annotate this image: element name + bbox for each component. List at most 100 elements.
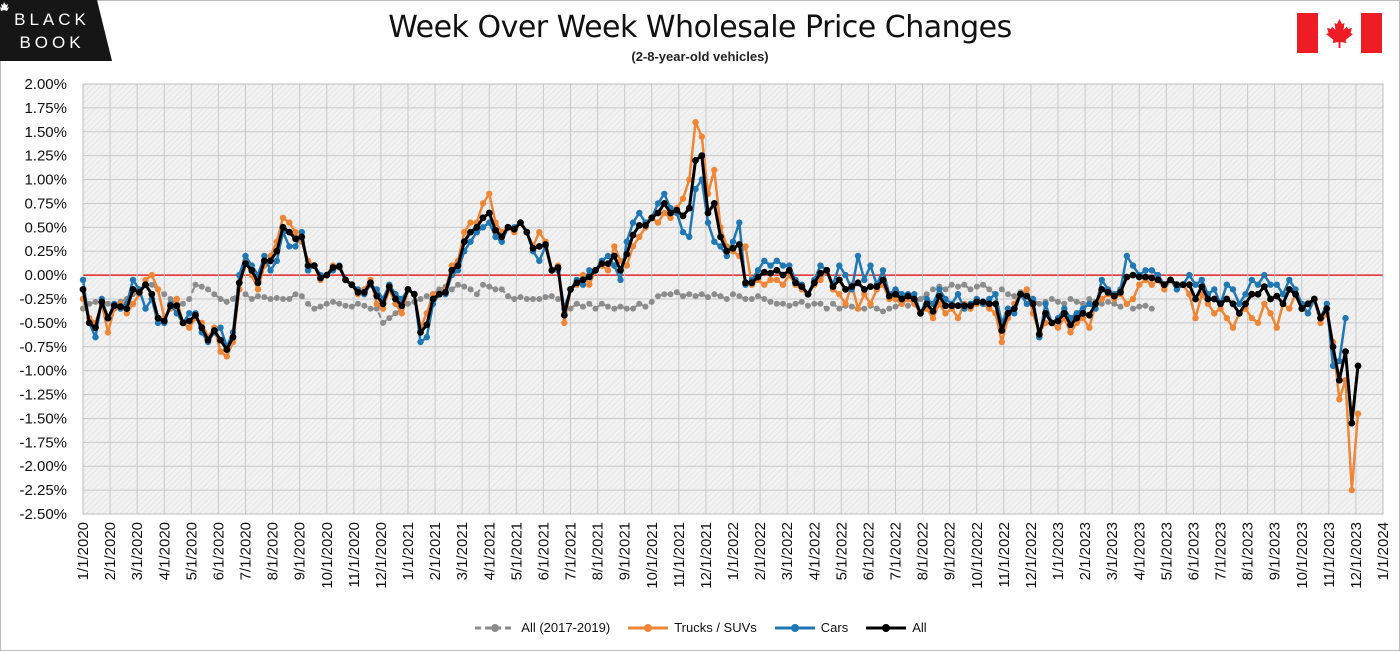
data-point-all xyxy=(979,298,987,306)
data-point-hist xyxy=(1036,300,1043,307)
data-point-hist xyxy=(436,286,443,293)
x-tick-label: 2/1/2023 xyxy=(1077,522,1094,580)
data-point-hist xyxy=(373,305,380,312)
data-point-trucks xyxy=(448,262,455,269)
data-point-all xyxy=(573,279,581,287)
data-point-cars xyxy=(842,271,849,279)
data-point-all xyxy=(1010,305,1018,312)
data-point-cars xyxy=(692,185,699,193)
data-point-all xyxy=(260,257,268,265)
data-point-hist xyxy=(417,296,424,302)
data-point-trucks xyxy=(1054,324,1062,331)
data-point-hist xyxy=(461,283,468,290)
data-point-all xyxy=(1004,309,1012,317)
data-point-hist xyxy=(723,296,730,302)
data-point-trucks xyxy=(761,281,768,288)
data-point-hist xyxy=(423,293,430,300)
y-tick-label: 0.50% xyxy=(24,219,67,236)
data-point-all xyxy=(804,290,812,298)
data-point-all xyxy=(892,290,899,298)
y-tick-label: 1.00% xyxy=(24,172,67,189)
data-point-cars xyxy=(986,295,993,303)
legend-swatch-hist xyxy=(475,623,516,632)
data-point-hist xyxy=(1011,293,1018,300)
data-point-all xyxy=(223,346,231,353)
data-point-cars xyxy=(186,310,193,317)
data-point-all xyxy=(348,281,356,289)
data-point-all xyxy=(1260,283,1268,290)
data-point-hist xyxy=(1005,291,1011,298)
data-point-trucks xyxy=(604,267,612,274)
x-tick-label: 2/1/2021 xyxy=(427,522,444,580)
data-point-all xyxy=(929,308,937,315)
data-point-cars xyxy=(1329,362,1337,370)
data-point-all xyxy=(192,311,199,319)
x-tick-label: 11/1/2022 xyxy=(996,522,1013,588)
data-point-hist xyxy=(830,300,836,307)
data-point-all xyxy=(1198,283,1206,290)
data-point-cars xyxy=(736,219,743,226)
data-point-trucks xyxy=(286,219,293,226)
x-tick-label: 12/1/2023 xyxy=(1348,522,1365,589)
data-point-all xyxy=(198,324,206,332)
data-point-all xyxy=(479,214,487,222)
data-point-hist xyxy=(605,303,611,310)
x-tick-label: 10/1/2023 xyxy=(1294,522,1311,589)
data-point-all xyxy=(735,241,743,248)
data-point-trucks xyxy=(942,310,949,317)
data-point-hist xyxy=(342,302,349,309)
data-point-trucks xyxy=(223,353,230,360)
data-point-hist xyxy=(711,291,718,298)
data-point-trucks xyxy=(1273,324,1281,331)
data-point-cars xyxy=(1186,271,1193,279)
data-point-cars xyxy=(92,334,99,341)
data-point-cars xyxy=(654,200,662,207)
data-point-hist xyxy=(705,294,711,301)
data-point-all xyxy=(679,212,687,220)
data-point-trucks xyxy=(854,305,862,312)
x-tick-label: 6/1/2022 xyxy=(860,522,877,580)
x-tick-label: 9/1/2022 xyxy=(942,522,959,580)
data-point-trucks xyxy=(998,338,1005,346)
data-point-all xyxy=(748,279,756,287)
data-point-all xyxy=(1279,300,1287,308)
data-point-hist xyxy=(505,293,511,300)
x-tick-label: 3/1/2023 xyxy=(1104,522,1121,580)
data-point-hist xyxy=(348,303,355,310)
data-point-hist xyxy=(792,300,799,307)
data-point-all xyxy=(1035,331,1043,338)
data-point-cars xyxy=(261,252,268,260)
data-point-hist xyxy=(1048,296,1055,302)
data-point-hist xyxy=(623,305,630,312)
data-point-cars xyxy=(217,324,224,331)
data-point-cars xyxy=(867,262,874,269)
data-point-cars xyxy=(786,262,793,269)
data-point-hist xyxy=(905,302,911,309)
data-point-all xyxy=(867,283,874,290)
data-point-hist xyxy=(886,305,893,312)
data-point-hist xyxy=(330,298,336,305)
y-tick-label: -1.25% xyxy=(19,387,67,404)
data-point-cars xyxy=(1223,281,1231,288)
data-point-trucks xyxy=(986,305,993,312)
data-point-hist xyxy=(267,296,274,302)
data-point-hist xyxy=(780,300,786,307)
data-point-all xyxy=(410,290,418,298)
data-point-hist xyxy=(980,281,986,288)
data-point-trucks xyxy=(1148,281,1156,288)
data-point-trucks xyxy=(698,133,705,140)
data-point-all xyxy=(1210,295,1218,303)
x-tick-label: 9/1/2020 xyxy=(292,522,309,580)
data-point-trucks xyxy=(1098,295,1106,303)
data-point-trucks xyxy=(954,314,962,322)
data-point-all xyxy=(579,276,587,284)
data-point-hist xyxy=(1105,298,1111,305)
data-point-hist xyxy=(317,303,324,310)
data-point-hist xyxy=(511,296,518,302)
data-point-all xyxy=(79,286,87,293)
x-tick-label: 7/1/2021 xyxy=(563,522,580,580)
data-point-trucks xyxy=(279,214,287,221)
data-point-cars xyxy=(954,291,962,298)
data-point-all xyxy=(392,295,399,303)
data-point-all xyxy=(185,317,193,325)
